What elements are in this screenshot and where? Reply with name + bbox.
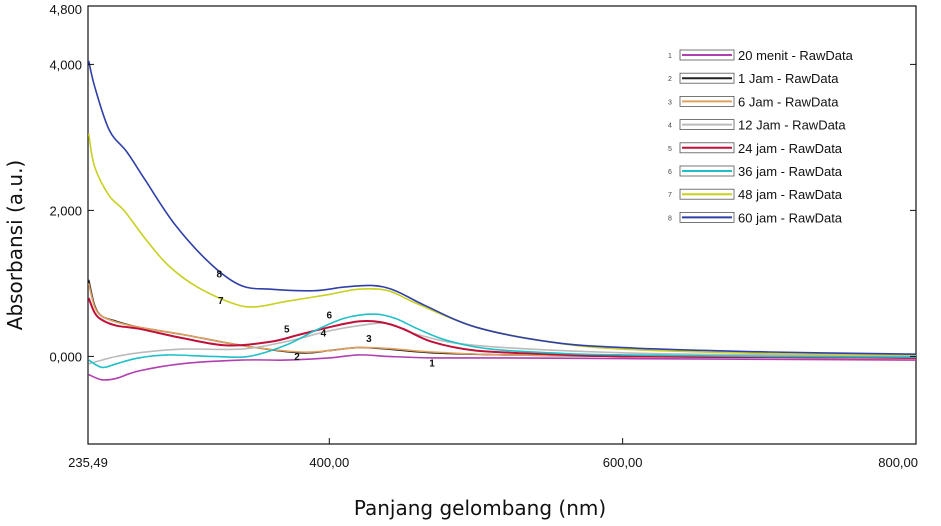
series-line-6 <box>88 313 917 369</box>
series-line-4 <box>88 322 917 365</box>
legend-entry-label: 48 jam - RawData <box>738 187 843 202</box>
y-axis-title: Absorbansi (a.u.) <box>3 160 27 330</box>
x-tick-label: 600,00 <box>603 455 643 470</box>
curve-label-group: 8 7 6 5 4 3 2 1 <box>217 270 436 370</box>
legend-entry-label: 6 Jam - RawData <box>738 94 839 109</box>
curve-number-label: 6 <box>327 310 333 321</box>
legend-entry-label: 60 jam - RawData <box>738 210 843 225</box>
series-line-8 <box>87 60 917 355</box>
series-group <box>87 60 917 381</box>
curve-number-label: 4 <box>321 329 327 340</box>
legend-number: 7 <box>668 192 672 199</box>
legend-number: 4 <box>668 123 672 130</box>
legend-number: 2 <box>668 76 672 83</box>
series-line-1 <box>88 354 917 381</box>
curve-number-label: 5 <box>284 324 290 335</box>
tick-group: 235,49 400,00 600,00 800,00 0,000 2,000 4,000 4… <box>49 2 918 470</box>
x-tick-label: 235,49 <box>68 455 108 470</box>
legend-entry-label: 24 jam - RawData <box>738 141 843 156</box>
legend-number: 8 <box>668 215 672 222</box>
x-axis-title: Panjang gelombang (nm) <box>354 496 606 520</box>
legend-number: 3 <box>668 99 672 106</box>
legend-entry-label: 36 jam - RawData <box>738 164 843 179</box>
legend-number: 5 <box>668 146 672 153</box>
series-line-2 <box>87 279 917 359</box>
legend-entry-label: 1 Jam - RawData <box>738 71 839 86</box>
series-line-7 <box>87 133 917 356</box>
curve-number-label: 8 <box>217 270 223 281</box>
curve-number-label: 1 <box>429 359 435 370</box>
series-line-5 <box>87 297 917 359</box>
y-tick-label: 2,000 <box>49 203 82 218</box>
curve-number-label: 7 <box>218 296 224 307</box>
curve-number-label: 2 <box>294 352 300 363</box>
legend-number: 1 <box>668 53 672 60</box>
legend: 1 20 menit - RawData 2 1 Jam - RawData 3 6 Ja… <box>668 48 854 225</box>
legend-entry-label: 12 Jam - RawData <box>738 118 846 133</box>
x-tick-label: 800,00 <box>878 455 918 470</box>
legend-entry-label: 20 menit - RawData <box>738 48 854 63</box>
y-tick-label: 0,000 <box>49 349 82 364</box>
legend-number: 6 <box>668 169 672 176</box>
curve-number-label: 3 <box>366 334 372 345</box>
y-tick-label: 4,000 <box>49 57 82 72</box>
plot-frame <box>87 5 917 445</box>
y-tick-label: 4,800 <box>49 2 82 17</box>
plot-frame-group <box>87 5 917 445</box>
x-tick-label: 400,00 <box>309 455 349 470</box>
